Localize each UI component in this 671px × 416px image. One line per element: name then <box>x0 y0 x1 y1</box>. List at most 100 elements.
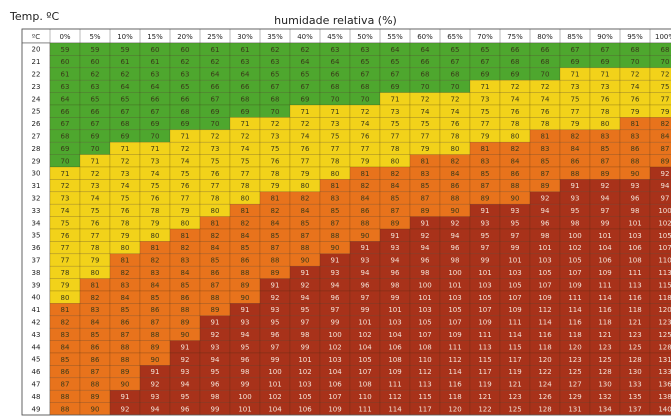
cell-value-label: 86 <box>61 368 70 376</box>
cell-value-label: 72 <box>631 71 640 79</box>
cell-value-label: 94 <box>661 182 670 190</box>
cell-value-label: 123 <box>658 319 671 327</box>
cell-value-label: 131 <box>658 356 671 364</box>
cell-value-label: 88 <box>91 381 100 389</box>
x-tick-label: 85% <box>567 33 583 41</box>
cell-value-label: 118 <box>598 319 611 327</box>
cell-value-label: 118 <box>538 343 551 351</box>
cell-value-label: 86 <box>91 356 100 364</box>
cell-value-label: 99 <box>301 343 310 351</box>
cell-value-label: 82 <box>241 219 250 227</box>
cell-value-label: 93 <box>511 207 520 215</box>
y-tick-label: 48 <box>32 393 41 401</box>
cell-value-label: 103 <box>478 281 491 289</box>
cell-value-label: 91 <box>271 281 280 289</box>
cell-value-label: 103 <box>628 232 641 240</box>
heatmap-cell <box>649 241 671 255</box>
cell-value-label: 94 <box>601 195 610 203</box>
cell-value-label: 103 <box>448 294 461 302</box>
cell-value-label: 114 <box>508 331 522 339</box>
cell-value-label: 109 <box>448 331 461 339</box>
cell-value-label: 88 <box>241 269 250 277</box>
cell-value-label: 69 <box>151 120 160 128</box>
cell-value-label: 80 <box>451 145 460 153</box>
cell-value-label: 94 <box>301 294 310 302</box>
y-tick-label: 30 <box>32 170 41 178</box>
cell-value-label: 74 <box>421 108 430 116</box>
cell-value-label: 65 <box>451 46 460 54</box>
cell-value-label: 97 <box>271 343 280 351</box>
cell-value-label: 84 <box>661 133 670 141</box>
cell-value-label: 68 <box>271 95 280 103</box>
cell-value-label: 101 <box>298 356 311 364</box>
cell-value-label: 120 <box>658 306 671 314</box>
cell-value-label: 98 <box>541 232 550 240</box>
cell-value-label: 89 <box>271 269 280 277</box>
cell-value-label: 113 <box>418 381 431 389</box>
cell-value-label: 80 <box>241 195 250 203</box>
cell-value-label: 80 <box>211 207 220 215</box>
cell-value-label: 82 <box>91 294 100 302</box>
cell-value-label: 60 <box>61 58 70 66</box>
cell-value-label: 89 <box>151 343 160 351</box>
cell-value-label: 70 <box>361 95 370 103</box>
cell-value-label: 86 <box>121 319 130 327</box>
cell-value-label: 82 <box>61 319 70 327</box>
cell-value-label: 84 <box>181 269 190 277</box>
cell-value-label: 69 <box>61 145 70 153</box>
cell-value-label: 111 <box>508 319 521 327</box>
cell-value-label: 74 <box>121 182 130 190</box>
cell-value-label: 65 <box>91 95 100 103</box>
cell-value-label: 68 <box>331 83 340 91</box>
cell-value-label: 67 <box>121 108 130 116</box>
cell-value-label: 76 <box>541 108 550 116</box>
cell-value-label: 82 <box>271 207 280 215</box>
cell-value-label: 72 <box>61 182 70 190</box>
cell-value-label: 69 <box>241 108 250 116</box>
cell-value-label: 97 <box>301 319 310 327</box>
cell-value-label: 77 <box>181 195 190 203</box>
cell-value-label: 112 <box>538 306 551 314</box>
cell-value-label: 89 <box>241 281 250 289</box>
cell-value-label: 73 <box>121 170 130 178</box>
cell-value-label: 122 <box>478 405 491 413</box>
cell-value-label: 73 <box>391 108 400 116</box>
cell-value-label: 98 <box>421 269 430 277</box>
cell-value-label: 68 <box>241 95 250 103</box>
cell-value-label: 77 <box>301 157 310 165</box>
cell-value-label: 78 <box>121 219 130 227</box>
cell-value-label: 72 <box>661 71 670 79</box>
cell-value-label: 63 <box>271 58 280 66</box>
cell-value-label: 66 <box>241 83 250 91</box>
cell-value-label: 114 <box>448 368 462 376</box>
y-tick-label: 23 <box>32 83 41 91</box>
cell-value-label: 88 <box>331 232 340 240</box>
cell-value-label: 79 <box>361 157 370 165</box>
cell-value-label: 99 <box>601 219 610 227</box>
cell-value-label: 87 <box>271 244 280 252</box>
cell-value-label: 77 <box>211 182 220 190</box>
cell-value-label: 91 <box>181 343 190 351</box>
cell-value-label: 64 <box>121 83 130 91</box>
cell-value-label: 138 <box>658 393 671 401</box>
cell-value-label: 123 <box>598 343 611 351</box>
cell-value-label: 88 <box>361 219 370 227</box>
cell-value-label: 62 <box>301 46 310 54</box>
cell-value-label: 72 <box>541 83 550 91</box>
cell-value-label: 91 <box>151 368 160 376</box>
cell-value-label: 81 <box>631 120 640 128</box>
x-tick-label: 15% <box>147 33 163 41</box>
y-tick-label: 44 <box>32 343 41 351</box>
cell-value-label: 82 <box>661 120 670 128</box>
cell-value-label: 81 <box>541 133 550 141</box>
cell-value-label: 76 <box>511 108 520 116</box>
cell-value-label: 68 <box>181 108 190 116</box>
cell-value-label: 90 <box>121 381 130 389</box>
cell-value-label: 107 <box>508 294 521 302</box>
cell-value-label: 99 <box>211 405 220 413</box>
cell-value-label: 79 <box>151 219 160 227</box>
y-tick-label: 20 <box>32 46 41 54</box>
cell-value-label: 93 <box>331 269 340 277</box>
cell-value-label: 75 <box>421 120 430 128</box>
cell-value-label: 85 <box>541 157 550 165</box>
